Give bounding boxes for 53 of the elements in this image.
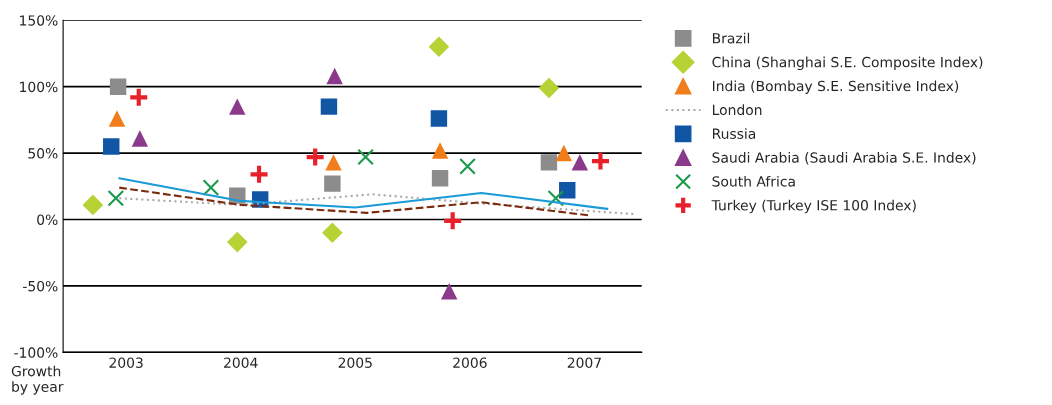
y-tick-label: 150% xyxy=(20,15,58,26)
point xyxy=(538,77,560,99)
point xyxy=(108,110,126,127)
legend-label: Saudi Arabia (Saudi Arabia S.E. Index) xyxy=(712,152,976,165)
point xyxy=(103,138,120,155)
legend-label: China (Shanghai S.E. Composite Index) xyxy=(712,56,983,71)
point xyxy=(107,189,125,207)
y-tick-label: -100% xyxy=(14,347,58,358)
x-tick-label: 2004 xyxy=(224,357,258,368)
x-tick-label: 2003 xyxy=(109,357,143,368)
point xyxy=(326,67,343,85)
legend-label: South Africa xyxy=(712,175,795,187)
x-tick-label: 2007 xyxy=(567,357,601,368)
point xyxy=(559,182,576,199)
point xyxy=(322,222,343,244)
point xyxy=(325,154,342,171)
y-tick-label: 0% xyxy=(37,214,58,225)
legend-label: India (Bombay S.E. Sensitive Index) xyxy=(712,80,959,94)
point xyxy=(430,110,448,127)
y-tick-label: 100% xyxy=(20,81,58,93)
legend-label: Turkey (Turkey ISE 100 Index) xyxy=(711,199,916,214)
point xyxy=(555,144,573,162)
point xyxy=(248,163,270,185)
point xyxy=(547,189,565,207)
point xyxy=(459,158,476,175)
point xyxy=(131,130,149,147)
point xyxy=(571,154,589,171)
x-tick-label: 2006 xyxy=(453,357,487,368)
y-tick-label: -50% xyxy=(23,280,58,292)
point xyxy=(229,98,246,115)
point xyxy=(324,175,341,192)
point xyxy=(589,150,612,172)
point xyxy=(82,194,104,216)
point xyxy=(109,78,127,95)
point xyxy=(202,179,220,196)
point xyxy=(431,170,449,187)
point xyxy=(226,231,248,253)
line-series xyxy=(118,177,609,210)
point xyxy=(320,98,338,115)
point xyxy=(304,146,326,168)
point xyxy=(442,210,464,232)
point xyxy=(431,142,449,159)
legend-label: Brazil xyxy=(712,32,750,44)
x-tick-label: 2005 xyxy=(338,357,372,368)
point xyxy=(357,148,374,166)
y-tick-label: 50% xyxy=(28,148,58,159)
point xyxy=(441,283,458,300)
x-axis-title: Growth by year xyxy=(11,365,64,395)
point xyxy=(428,36,450,58)
point xyxy=(540,154,558,171)
legend-label: London xyxy=(712,104,762,116)
point xyxy=(128,86,150,108)
legend-label: Russia xyxy=(712,128,756,139)
